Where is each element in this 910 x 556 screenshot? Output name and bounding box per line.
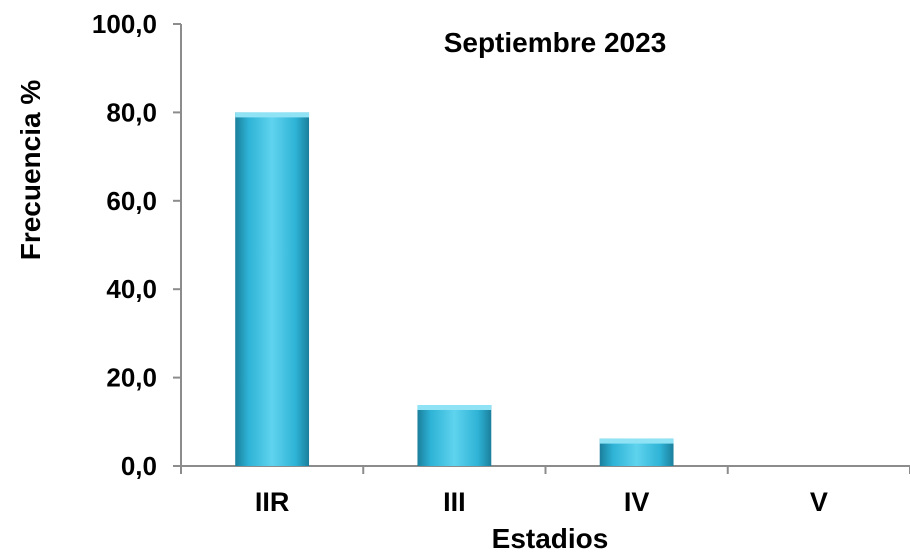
bar-body <box>235 112 310 467</box>
x-tick-label: V <box>810 487 828 517</box>
bar-top-highlight <box>235 112 310 118</box>
bar-top-highlight <box>417 405 492 411</box>
y-tick-label: 100,0 <box>92 9 157 39</box>
y-tick-label: 60,0 <box>106 186 157 216</box>
y-tick-label: 80,0 <box>106 97 157 127</box>
y-axis-title: Frecuencia % <box>15 80 46 261</box>
bar-iir <box>235 112 310 467</box>
y-tick-label: 0,0 <box>121 451 157 481</box>
chart-title: Septiembre 2023 <box>444 27 667 58</box>
x-tick-label: IV <box>624 487 650 517</box>
bar-iv <box>599 438 674 466</box>
bar-body <box>417 405 492 466</box>
tick-labels: 0,0 20,0 40,0 60,0 80,0 100,0 IIR III IV V <box>92 9 828 517</box>
x-axis-title: Estadios <box>492 523 609 554</box>
bar-top-highlight <box>599 438 674 444</box>
x-tick-label: IIR <box>255 487 290 517</box>
y-tick-label: 20,0 <box>106 363 157 393</box>
y-tick-label: 40,0 <box>106 274 157 304</box>
x-tick-label: III <box>443 487 466 517</box>
bar-iii <box>417 405 492 466</box>
bars <box>235 112 674 467</box>
